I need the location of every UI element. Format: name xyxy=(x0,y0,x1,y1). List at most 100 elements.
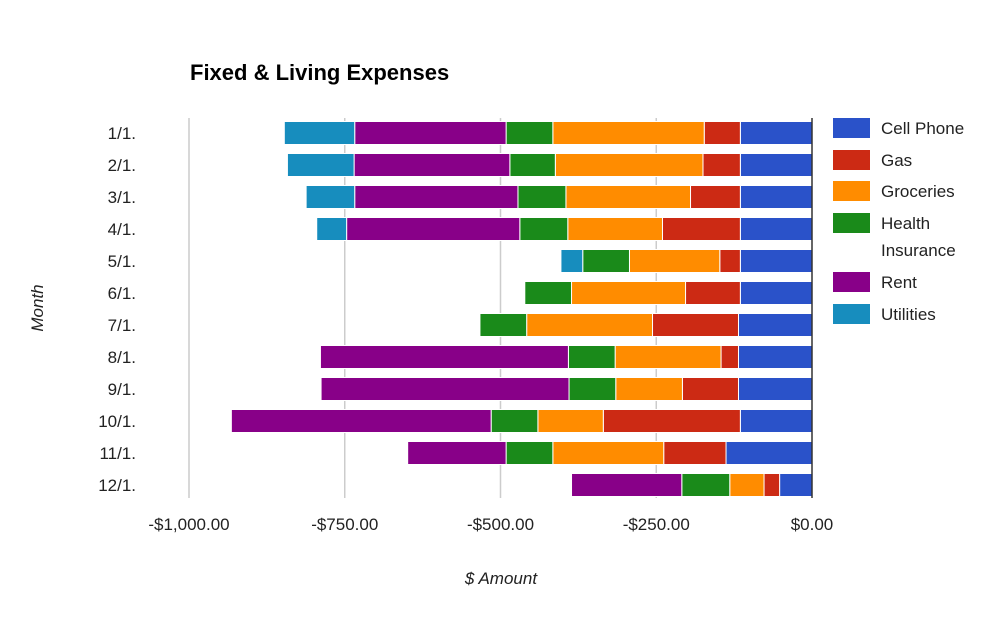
bar-cell-phone-2 xyxy=(739,153,813,177)
bar-health-insurance-7 xyxy=(479,313,528,337)
bar-gas-12 xyxy=(763,473,781,497)
bar-stacks xyxy=(230,121,813,497)
x-axis-title: $ Amount xyxy=(464,569,538,588)
legend-label: Insurance xyxy=(881,241,956,260)
y-tick-label: 2/1. xyxy=(108,156,136,175)
x-tick-label: -$500.00 xyxy=(467,515,534,534)
bar-rent-9 xyxy=(320,377,570,401)
bar-utilities-4 xyxy=(316,217,348,241)
bar-health-insurance-3 xyxy=(517,185,567,209)
y-tick-label: 12/1. xyxy=(98,476,136,495)
bar-groceries-7 xyxy=(526,313,654,337)
y-tick-label: 3/1. xyxy=(108,188,136,207)
bar-cell-phone-8 xyxy=(737,345,813,369)
bar-groceries-10 xyxy=(537,409,604,433)
bar-health-insurance-4 xyxy=(519,217,569,241)
bar-rent-8 xyxy=(319,345,569,369)
bar-health-insurance-12 xyxy=(681,473,731,497)
bar-gas-6 xyxy=(685,281,741,305)
bar-groceries-5 xyxy=(628,249,721,273)
bar-groceries-2 xyxy=(554,153,704,177)
y-axis-title: Month xyxy=(28,284,47,331)
bar-cell-phone-6 xyxy=(739,281,813,305)
legend-swatch-health-insurance xyxy=(833,213,870,233)
x-tick-label: $0.00 xyxy=(791,515,834,534)
chart-legend: Cell Phone Gas Groceries Health Insurance Ren… xyxy=(833,118,964,324)
bar-health-insurance-1 xyxy=(505,121,554,145)
bar-groceries-1 xyxy=(552,121,705,145)
gridlines xyxy=(188,118,657,498)
bar-rent-3 xyxy=(354,185,519,209)
y-tick-label: 5/1. xyxy=(108,252,136,271)
legend-label: Cell Phone xyxy=(881,119,964,138)
legend-swatch-utilities xyxy=(833,304,870,324)
bar-utilities-3 xyxy=(305,185,356,209)
bar-utilities-2 xyxy=(286,153,355,177)
bar-cell-phone-5 xyxy=(739,249,813,273)
bar-gas-7 xyxy=(652,313,739,337)
y-tick-label: 1/1. xyxy=(108,124,136,143)
y-tick-label: 11/1. xyxy=(99,444,136,463)
bar-cell-phone-9 xyxy=(737,377,813,401)
x-tick-label: -$1,000.00 xyxy=(148,515,229,534)
y-tick-label: 6/1. xyxy=(108,284,136,303)
legend-label: Rent xyxy=(881,273,917,292)
bar-gas-5 xyxy=(719,249,741,273)
bar-health-insurance-9 xyxy=(568,377,617,401)
y-tick-label: 4/1. xyxy=(108,220,136,239)
bar-gas-11 xyxy=(663,441,727,465)
bar-rent-10 xyxy=(230,409,492,433)
legend-swatch-rent xyxy=(833,272,870,292)
y-tick-label: 8/1. xyxy=(108,348,136,367)
legend-label: Health xyxy=(881,214,930,233)
bar-utilities-1 xyxy=(283,121,356,145)
x-tick-label: -$250.00 xyxy=(623,515,690,534)
legend-label: Groceries xyxy=(881,182,955,201)
bar-rent-11 xyxy=(407,441,507,465)
bar-groceries-11 xyxy=(552,441,665,465)
bar-health-insurance-8 xyxy=(567,345,616,369)
bar-gas-2 xyxy=(702,153,741,177)
bar-cell-phone-1 xyxy=(739,121,813,145)
legend-swatch-cell-phone xyxy=(833,118,870,138)
bar-gas-9 xyxy=(681,377,739,401)
bar-cell-phone-11 xyxy=(725,441,813,465)
y-tick-labels: 1/1. 2/1. 3/1. 4/1. 5/1. 6/1. 7/1. 8/1. 9/1. 10/1… xyxy=(98,124,136,495)
y-tick-label: 7/1. xyxy=(108,316,136,335)
bar-gas-8 xyxy=(720,345,739,369)
legend-label: Utilities xyxy=(881,305,936,324)
bar-groceries-6 xyxy=(571,281,687,305)
x-tick-label: -$750.00 xyxy=(311,515,378,534)
bar-utilities-5 xyxy=(560,249,584,273)
legend-label: Gas xyxy=(881,151,912,170)
bar-groceries-4 xyxy=(567,217,663,241)
bar-groceries-9 xyxy=(615,377,683,401)
bar-rent-2 xyxy=(353,153,511,177)
bar-gas-3 xyxy=(690,185,741,209)
bar-rent-12 xyxy=(571,473,683,497)
bar-gas-1 xyxy=(703,121,741,145)
x-tick-labels: -$1,000.00 -$750.00 -$500.00 -$250.00 $0.00 xyxy=(148,515,833,534)
bar-health-insurance-2 xyxy=(509,153,556,177)
bar-health-insurance-11 xyxy=(505,441,554,465)
bar-groceries-12 xyxy=(729,473,765,497)
bar-cell-phone-10 xyxy=(739,409,813,433)
bar-gas-4 xyxy=(661,217,741,241)
bar-cell-phone-7 xyxy=(737,313,813,337)
legend-swatch-groceries xyxy=(833,181,870,201)
bar-health-insurance-6 xyxy=(524,281,573,305)
bar-rent-4 xyxy=(346,217,521,241)
bar-gas-10 xyxy=(602,409,741,433)
bar-rent-1 xyxy=(354,121,507,145)
bar-cell-phone-3 xyxy=(739,185,813,209)
bar-cell-phone-4 xyxy=(739,217,813,241)
bar-health-insurance-5 xyxy=(582,249,630,273)
bar-cell-phone-12 xyxy=(779,473,813,497)
y-tick-label: 9/1. xyxy=(108,380,136,399)
bar-health-insurance-10 xyxy=(490,409,539,433)
legend-swatch-gas xyxy=(833,150,870,170)
chart-title: Fixed & Living Expenses xyxy=(190,60,449,85)
y-tick-label: 10/1. xyxy=(98,412,136,431)
bar-groceries-3 xyxy=(565,185,692,209)
